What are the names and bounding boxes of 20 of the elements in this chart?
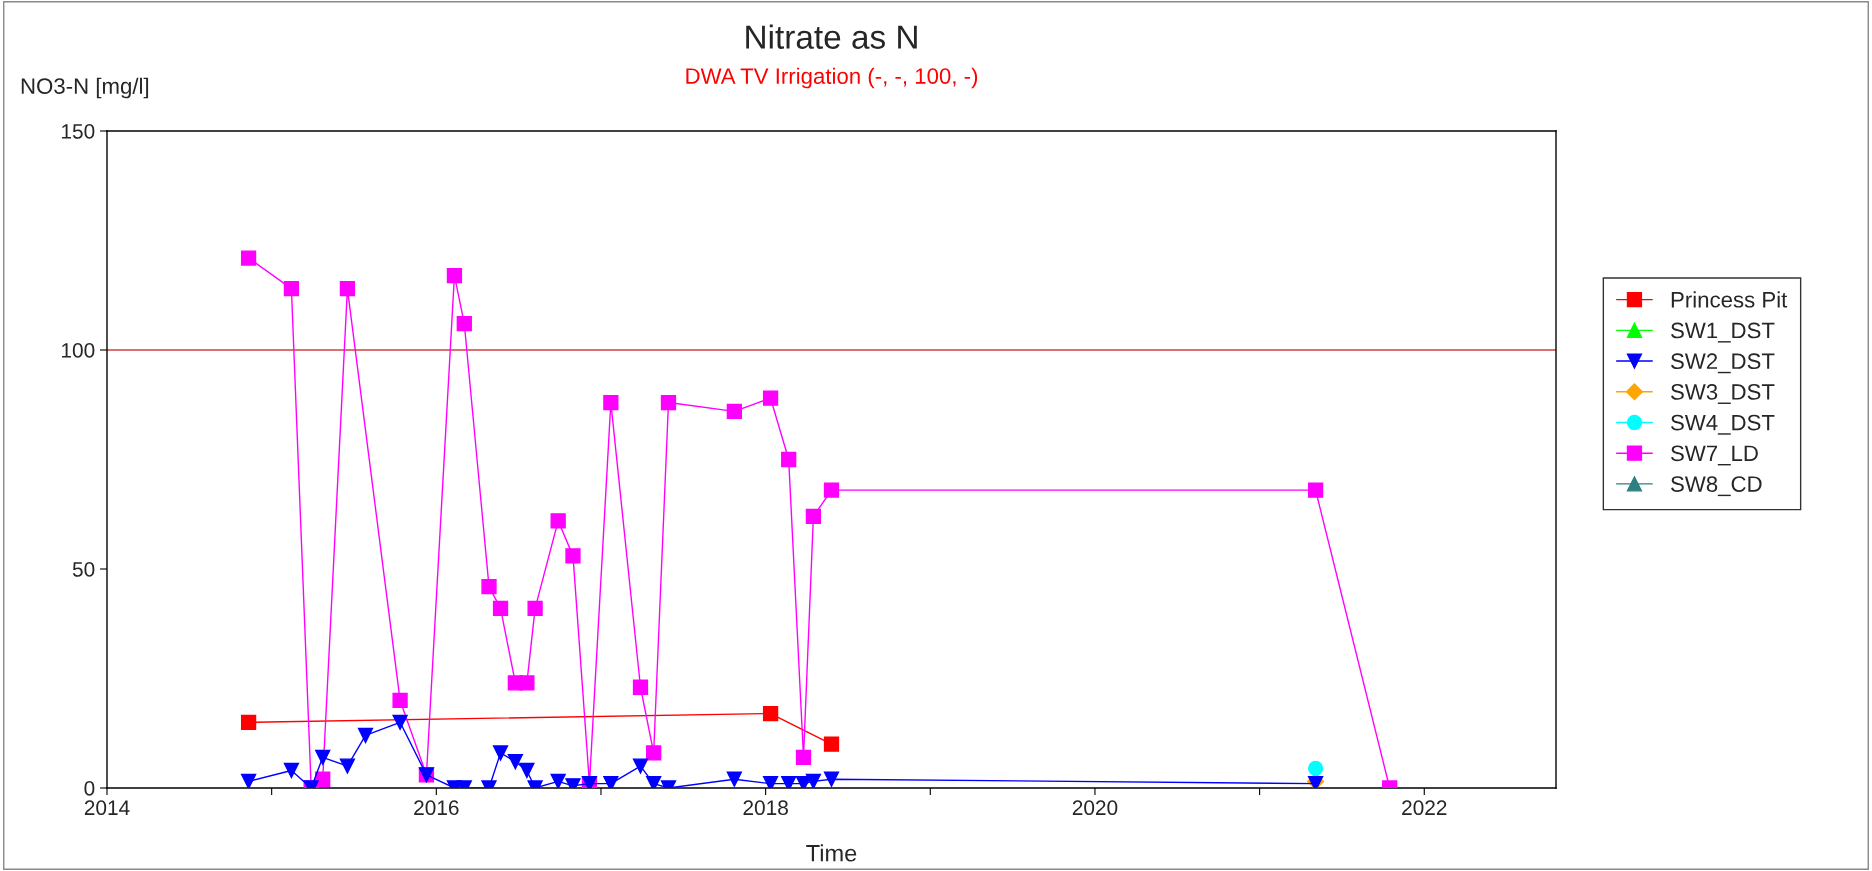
y-axis-title: NO3-N [mg/l] xyxy=(21,77,149,99)
legend-label: Princess Pit xyxy=(1671,291,1788,308)
x-axis-title: Time xyxy=(806,844,857,862)
legend-label: SW4_DST xyxy=(1671,414,1775,435)
legend-label: SW2_DST xyxy=(1671,353,1775,374)
y-tick-label: 50 xyxy=(72,562,95,577)
legend-label: SW7_LD xyxy=(1671,445,1758,466)
x-tick-label: 2016 xyxy=(414,800,459,816)
x-tick-label: 2014 xyxy=(84,800,130,816)
chart-title: Nitrate as N xyxy=(746,24,917,49)
legend-label: SW8_CD xyxy=(1671,476,1762,497)
x-tick-label: 2018 xyxy=(743,800,788,816)
legend-label: SW1_DST xyxy=(1671,322,1775,343)
y-tick-label: 0 xyxy=(84,781,95,796)
x-tick-label: 2022 xyxy=(1402,800,1447,816)
x-tick-label: 2020 xyxy=(1072,800,1118,816)
y-tick-label: 100 xyxy=(62,343,95,358)
chart-subtitle: DWA TV Irrigation (-, -, 100, -) xyxy=(686,67,978,89)
y-tick-label: 150 xyxy=(62,124,95,139)
legend-label: SW3_DST xyxy=(1671,384,1775,404)
